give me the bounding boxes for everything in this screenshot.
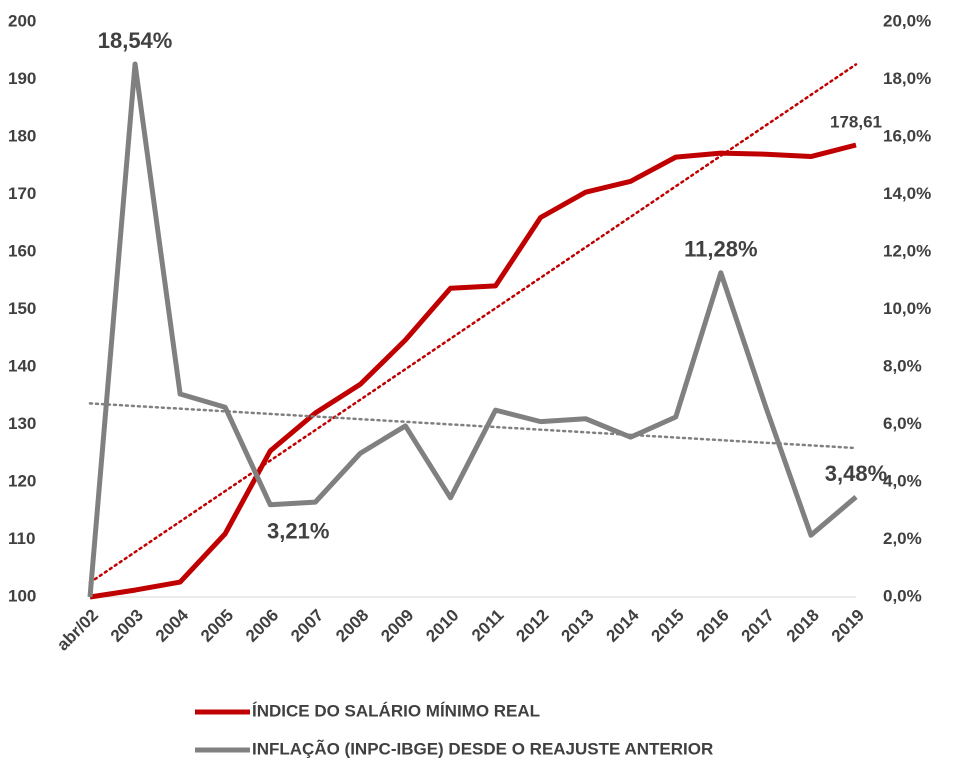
y-tick-label: 130: [8, 414, 36, 433]
y-tick-label: 180: [8, 126, 36, 145]
y-tick-label: 170: [8, 184, 36, 203]
x-tick-label: 2010: [422, 606, 462, 646]
x-tick-label: 2008: [332, 606, 372, 646]
x-tick-label: 2012: [512, 606, 552, 646]
y2-tick-label: 10,0%: [883, 299, 931, 318]
y-tick-label: 190: [8, 69, 36, 88]
x-tick-label: 2017: [738, 606, 778, 646]
x-tick-label: 2007: [287, 606, 327, 646]
y2-tick-label: 12,0%: [883, 241, 931, 260]
trendline: [88, 63, 858, 584]
data-label: 178,61: [830, 112, 882, 131]
y2-tick-label: 20,0%: [883, 11, 931, 30]
data-label: 3,21%: [267, 519, 329, 544]
y2-tick-label: 14,0%: [883, 184, 931, 203]
legend-label: INFLAÇÃO (INPC-IBGE) DESDE O REAJUSTE AN…: [252, 738, 713, 758]
trendline: [88, 402, 858, 450]
y-tick-label: 140: [8, 356, 36, 375]
x-tick-label: 2014: [603, 605, 644, 646]
x-tick-label: 2009: [377, 606, 417, 646]
y2-tick-label: 2,0%: [883, 529, 922, 548]
y-tick-label: 100: [8, 586, 36, 605]
x-tick-label: abr/02: [53, 606, 102, 655]
x-tick-label: 2019: [828, 606, 868, 646]
y-tick-label: 160: [8, 241, 36, 260]
series-line: [89, 142, 857, 600]
x-tick-label: 2016: [693, 606, 733, 646]
x-tick-label: 2013: [557, 606, 597, 646]
x-tick-label: 2018: [783, 606, 823, 646]
y2-tick-label: 8,0%: [883, 356, 922, 375]
y-tick-label: 150: [8, 299, 36, 318]
y2-tick-label: 16,0%: [883, 126, 931, 145]
x-tick-label: 2003: [107, 606, 147, 646]
x-tick-label: 2011: [468, 606, 508, 646]
y2-tick-label: 4,0%: [883, 471, 922, 490]
series-line: [87, 61, 858, 598]
data-label: 18,54%: [98, 28, 173, 53]
y2-tick-label: 0,0%: [883, 586, 922, 605]
x-tick-label: 2006: [242, 606, 282, 646]
data-label: 11,28%: [684, 237, 757, 262]
x-tick-label: 2015: [648, 606, 688, 646]
x-tick-label: 2004: [152, 605, 193, 646]
x-tick-label: 2005: [197, 606, 237, 646]
y-tick-label: 120: [8, 471, 36, 490]
y2-tick-label: 6,0%: [883, 414, 922, 433]
data-label: 3,48%: [825, 461, 887, 486]
y2-tick-label: 18,0%: [883, 69, 931, 88]
legend-label: ÍNDICE DO SALÁRIO MÍNIMO REAL: [252, 701, 540, 720]
y-tick-label: 110: [8, 529, 35, 548]
y-tick-label: 200: [8, 11, 36, 30]
